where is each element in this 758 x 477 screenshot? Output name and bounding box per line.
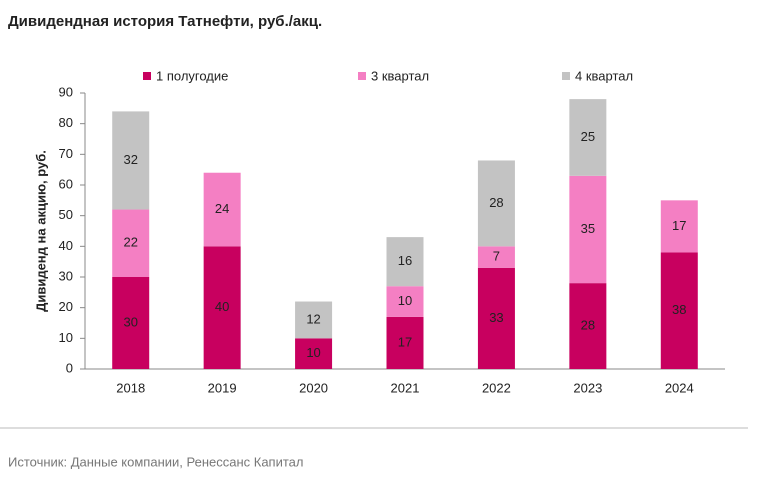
x-tick-label: 2020 [299, 380, 328, 395]
bar-segment [569, 99, 607, 176]
data-label: 17 [672, 218, 686, 233]
data-label: 33 [489, 310, 503, 325]
bar-segment [569, 175, 607, 284]
y-tick-label: 40 [59, 238, 73, 253]
data-label: 28 [581, 318, 595, 333]
chart-title: Дивидендная история Татнефти, руб./акц. [8, 13, 322, 30]
bar-segment [660, 252, 698, 369]
y-tick-label: 0 [66, 360, 73, 375]
y-tick-label: 10 [59, 330, 73, 345]
y-tick-label: 20 [59, 299, 73, 314]
x-tick-label: 2021 [391, 380, 420, 395]
bar-segment [477, 160, 515, 247]
data-label: 32 [123, 152, 137, 167]
bar-segment [477, 246, 515, 268]
data-label: 12 [306, 311, 320, 326]
legend-swatch [143, 72, 151, 80]
bar-segment [295, 338, 333, 369]
legend-label: 1 полугодие [156, 68, 228, 83]
bar-segment [660, 200, 698, 253]
data-label: 22 [123, 235, 137, 250]
data-label: 25 [581, 129, 595, 144]
data-label: 38 [672, 302, 686, 317]
x-tick-label: 2023 [573, 380, 602, 395]
bar-segment [386, 237, 424, 287]
y-tick-label: 90 [59, 84, 73, 99]
y-tick-label: 70 [59, 146, 73, 161]
x-tick-label: 2019 [208, 380, 237, 395]
bar-segment [112, 277, 150, 369]
data-label: 7 [493, 249, 500, 264]
data-label: 40 [215, 299, 229, 314]
data-label: 24 [215, 201, 229, 216]
data-label: 17 [398, 334, 412, 349]
bar-segment [203, 246, 241, 369]
bar-segment [386, 316, 424, 369]
bar-segment [112, 111, 150, 210]
y-axis-title: Дивиденд на акцию, руб. [33, 150, 48, 312]
legend-label: 4 квартал [575, 68, 633, 83]
data-label: 10 [398, 293, 412, 308]
y-tick-label: 80 [59, 115, 73, 130]
bar-segment [203, 172, 241, 247]
bar-segment [569, 283, 607, 369]
y-tick-label: 60 [59, 176, 73, 191]
data-label: 28 [489, 195, 503, 210]
source: Источник: Данные компании, Ренессанс Кап… [8, 454, 303, 469]
y-tick-label: 30 [59, 268, 73, 283]
x-tick-label: 2018 [116, 380, 145, 395]
x-tick-label: 2024 [665, 380, 694, 395]
legend-label: 3 квартал [371, 68, 429, 83]
bar-segment [386, 286, 424, 317]
x-tick-label: 2022 [482, 380, 511, 395]
data-label: 10 [306, 345, 320, 360]
y-tick-label: 50 [59, 207, 73, 222]
legend-swatch [562, 72, 570, 80]
data-label: 35 [581, 221, 595, 236]
bar-segment [295, 301, 333, 339]
legend-swatch [358, 72, 366, 80]
bar-segment [112, 209, 150, 277]
bar-segment [477, 267, 515, 369]
data-label: 16 [398, 253, 412, 268]
data-label: 30 [123, 314, 137, 329]
